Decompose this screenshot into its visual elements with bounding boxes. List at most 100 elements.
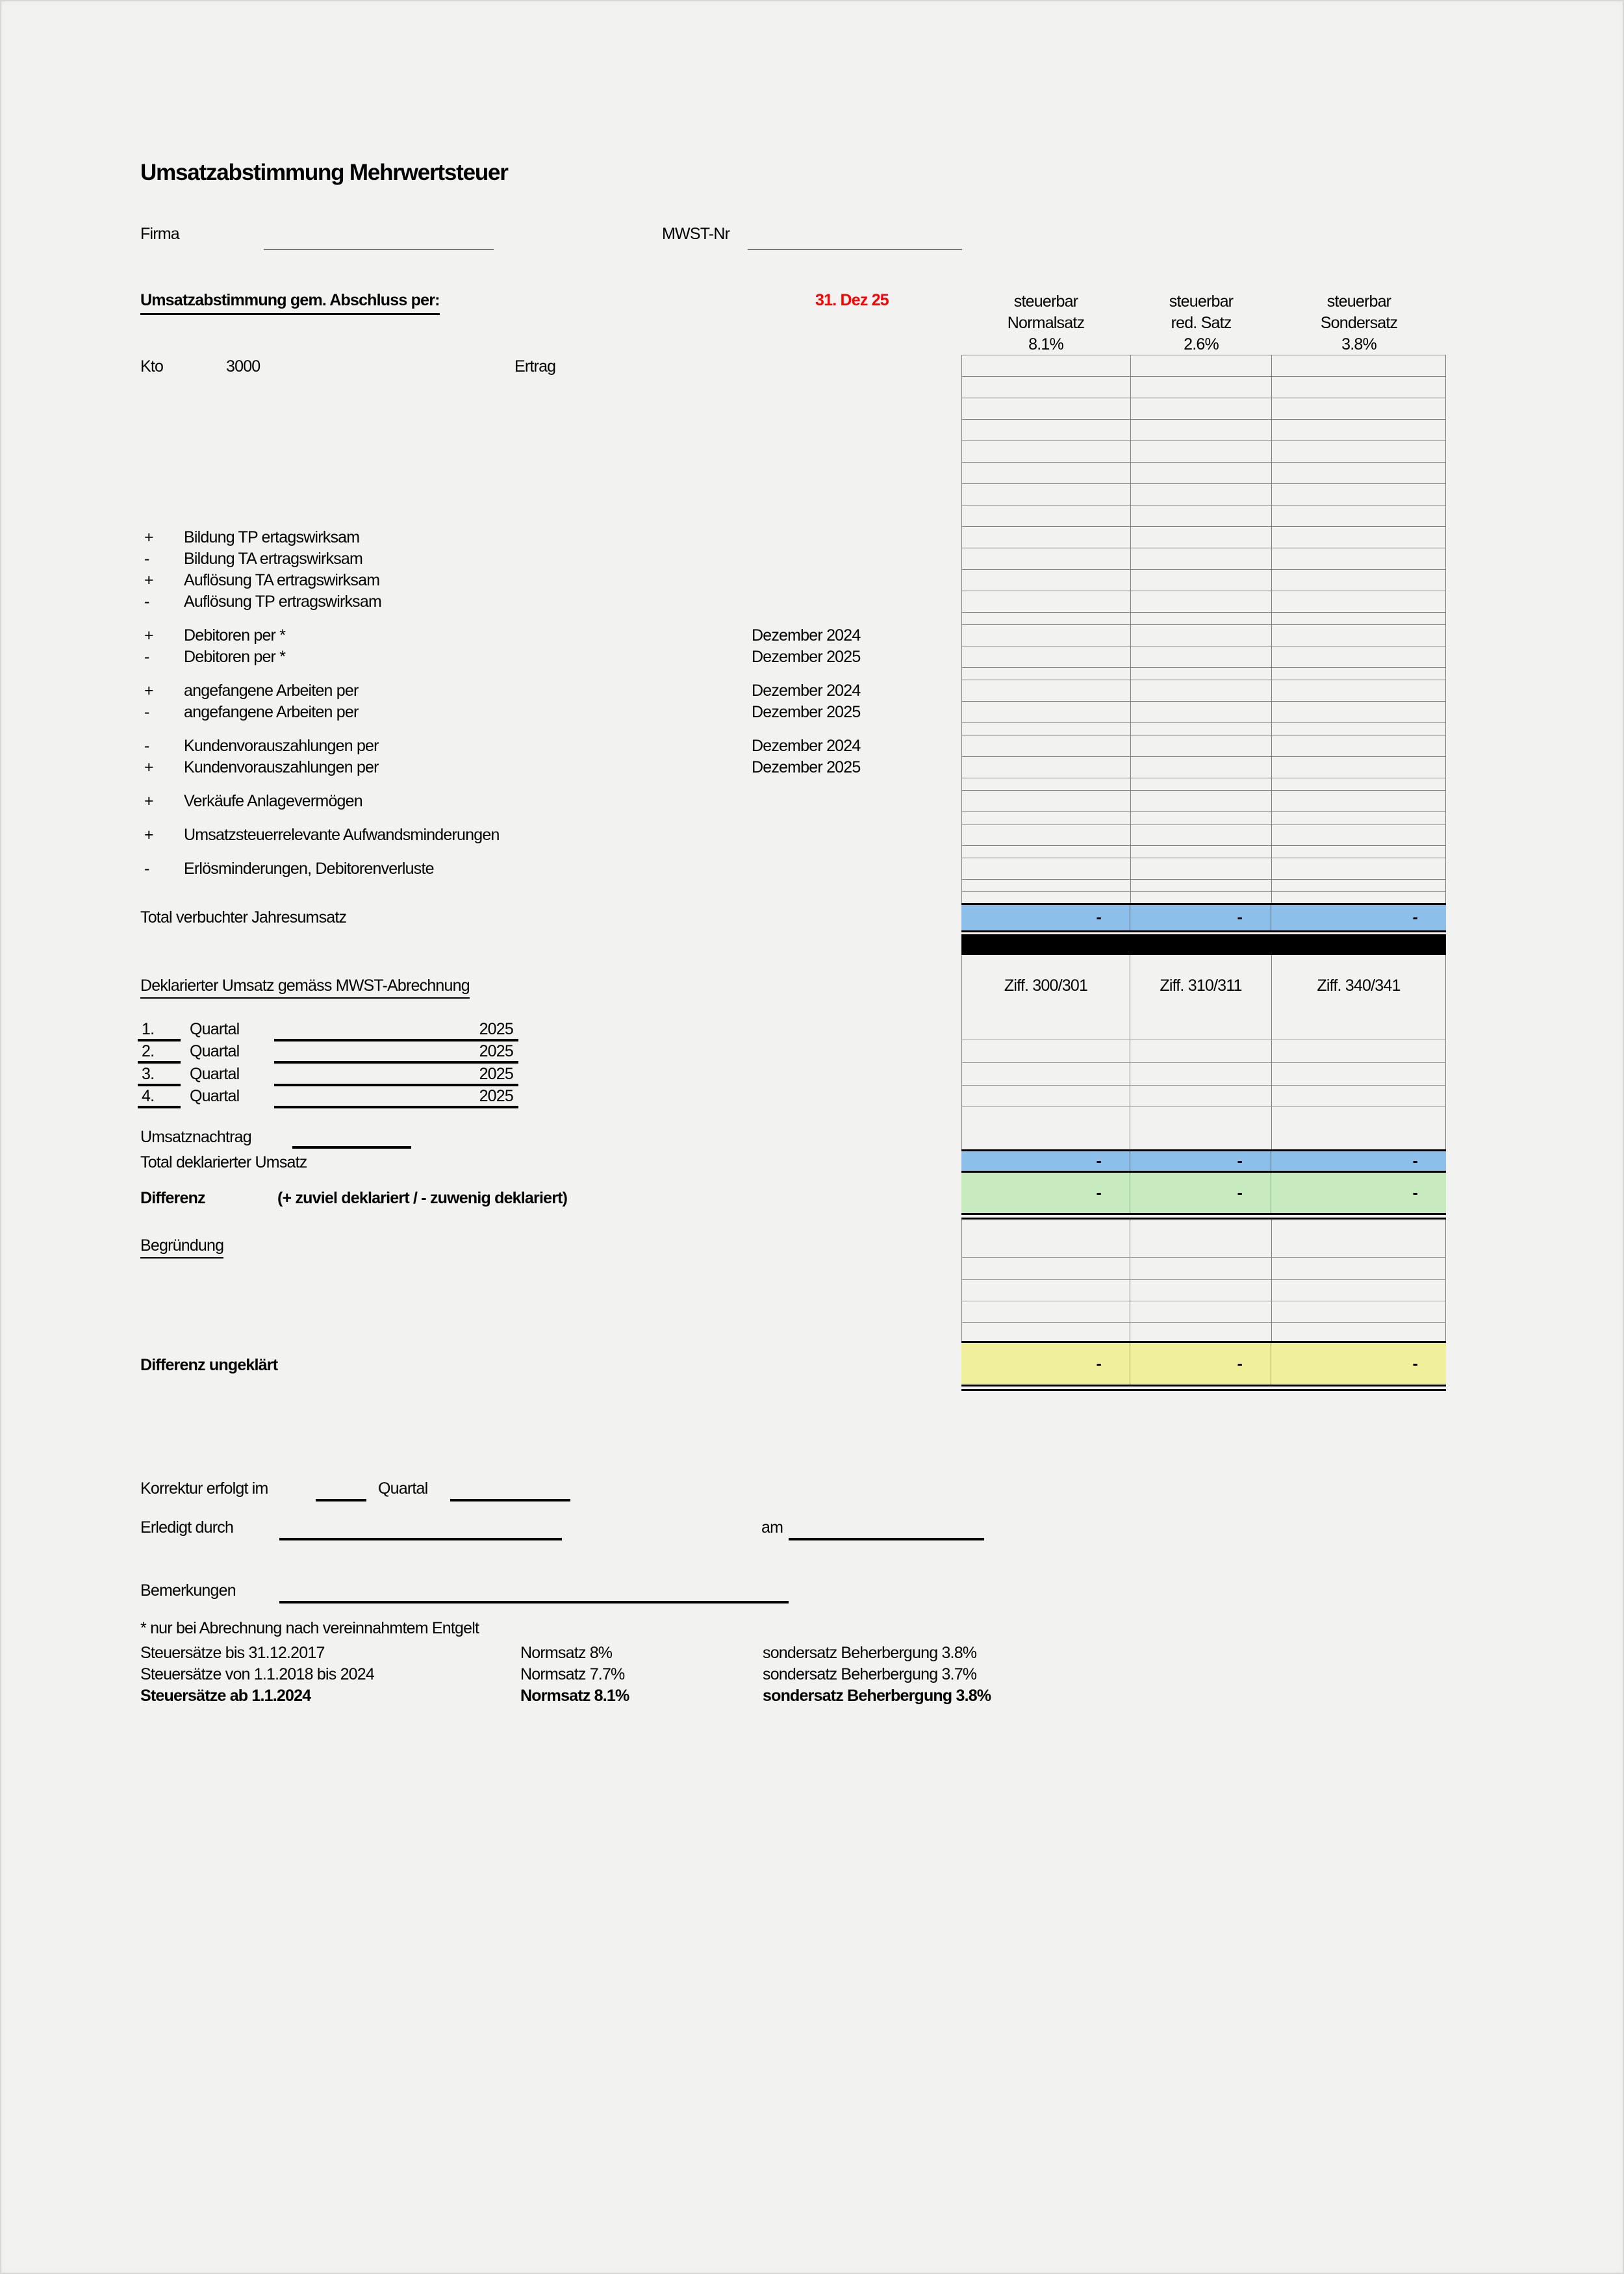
grid-cell[interactable] [1131,548,1272,569]
grid-cell[interactable] [1131,646,1272,667]
differenz-cell-normalsatz[interactable]: - [961,1173,1130,1213]
grid-cell[interactable] [962,548,1131,569]
grid-cell[interactable] [1272,702,1445,722]
grid-cell[interactable] [1272,355,1445,376]
grid-cell[interactable] [1272,723,1445,735]
grid-cell[interactable] [962,355,1131,376]
grid-cell[interactable] [1272,548,1445,569]
grid-cell[interactable] [1272,680,1445,701]
grid-cell[interactable] [1131,625,1272,646]
grid-cell[interactable] [962,527,1131,548]
mwst-nr-input[interactable] [748,224,962,250]
grid-cell[interactable] [1131,846,1272,858]
grid-cell[interactable] [1131,613,1272,624]
grid-cell[interactable] [962,420,1131,441]
grid-cell[interactable] [962,625,1131,646]
firma-input[interactable] [264,224,494,250]
grid-cell[interactable] [1272,484,1445,505]
korrektur-quartal-input[interactable] [316,1478,366,1501]
grid-cell[interactable] [962,591,1131,612]
differenz-ungeklaert-cell-redsatz[interactable]: - [1130,1343,1271,1385]
grid-cell[interactable] [1131,398,1272,419]
erledigt-durch-input[interactable] [279,1517,562,1540]
korrektur-jahr-input[interactable] [450,1478,570,1501]
grid-cell[interactable] [962,723,1131,735]
grid-cell[interactable] [1272,757,1445,778]
grid-cell[interactable] [1131,824,1272,845]
grid-cell[interactable] [1131,668,1272,680]
grid-cell[interactable] [962,668,1131,680]
quartal-betrag-input[interactable]: 2025 [274,1042,518,1064]
am-datum-input[interactable] [789,1517,984,1540]
grid-cell[interactable] [1131,778,1272,790]
grid-cell[interactable] [962,613,1131,624]
grid-cell[interactable] [962,398,1131,419]
grid-cell[interactable] [962,441,1131,462]
grid-cell[interactable] [1272,858,1445,879]
grid-cell[interactable] [1272,398,1445,419]
grid-cell[interactable] [1272,824,1445,845]
total-deklariert-cell-sondersatz[interactable]: - [1412,1151,1417,1170]
grid-cell[interactable] [962,846,1131,858]
grid-cell[interactable] [1131,735,1272,756]
grid-cell[interactable] [1272,420,1445,441]
grid-cell[interactable] [962,735,1131,756]
grid-cell[interactable] [1272,570,1445,591]
total-verbucht-cell-sondersatz[interactable]: - [1412,908,1417,926]
grid-cell[interactable] [1272,880,1445,891]
grid-cell[interactable] [962,858,1131,879]
grid-cell[interactable] [962,505,1131,526]
grid-cell[interactable] [1131,355,1272,376]
grid-cell[interactable] [1272,377,1445,398]
grid-cell[interactable] [1272,625,1445,646]
grid-cell[interactable] [1272,646,1445,667]
grid-cell[interactable] [1131,591,1272,612]
grid-cell[interactable] [1131,723,1272,735]
grid-cell[interactable] [962,791,1131,811]
grid-cell[interactable] [1131,812,1272,824]
grid-cell[interactable] [1272,613,1445,624]
grid-cell[interactable] [1131,757,1272,778]
differenz-cell-redsatz[interactable]: - [1130,1173,1271,1213]
grid-cell[interactable] [962,812,1131,824]
grid-cell[interactable] [1131,702,1272,722]
grid-cell[interactable] [962,778,1131,790]
grid-cell[interactable] [1131,791,1272,811]
quartal-betrag-input[interactable]: 2025 [274,1020,518,1041]
grid-cell[interactable] [1131,420,1272,441]
grid-cell[interactable] [962,892,1131,903]
grid-cell[interactable] [1131,463,1272,483]
quartal-betrag-input[interactable]: 2025 [274,1065,518,1086]
grid-cell[interactable] [962,880,1131,891]
grid-cell[interactable] [1272,668,1445,680]
grid-cell[interactable] [962,646,1131,667]
grid-cell[interactable] [1131,858,1272,879]
grid-cell[interactable] [1131,377,1272,398]
grid-cell[interactable] [1131,570,1272,591]
grid-cell[interactable] [962,377,1131,398]
grid-cell[interactable] [962,570,1131,591]
bemerkungen-input[interactable] [279,1580,789,1603]
differenz-ungeklaert-cell-normalsatz[interactable]: - [961,1343,1130,1385]
grid-cell[interactable] [962,680,1131,701]
grid-cell[interactable] [962,463,1131,483]
grid-cell[interactable] [1272,846,1445,858]
grid-cell[interactable] [1131,892,1272,903]
grid-cell[interactable] [1131,680,1272,701]
grid-cell[interactable] [962,824,1131,845]
grid-cell[interactable] [1131,505,1272,526]
grid-cell[interactable] [1131,527,1272,548]
kto-name[interactable]: Ertrag [514,357,556,376]
grid-cell[interactable] [962,484,1131,505]
total-deklariert-cell-normalsatz[interactable]: - [961,1151,1130,1171]
grid-cell[interactable] [962,757,1131,778]
quartal-betrag-input[interactable]: 2025 [274,1087,518,1108]
grid-cell[interactable] [1272,463,1445,483]
total-deklariert-cell-redsatz[interactable]: - [1130,1151,1271,1171]
umsatznachtrag-input[interactable] [292,1128,411,1149]
grid-cell[interactable] [1272,791,1445,811]
grid-cell[interactable] [962,702,1131,722]
abschluss-date[interactable]: 31. Dez 25 [815,291,889,309]
grid-cell[interactable] [1272,441,1445,462]
kto-number[interactable]: 3000 [226,357,260,376]
